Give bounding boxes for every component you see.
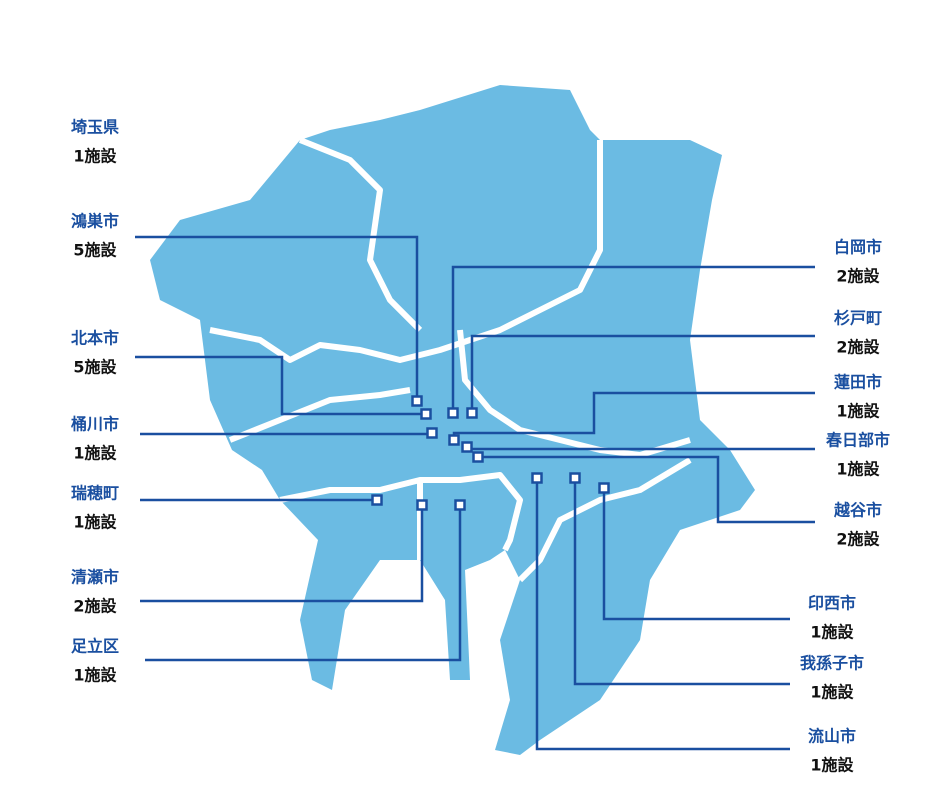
facility-count: 1施設 xyxy=(73,666,117,685)
facility-count: 5施設 xyxy=(73,358,117,377)
marker xyxy=(466,407,478,419)
facility-count: 2施設 xyxy=(836,338,880,357)
leader-line xyxy=(145,505,462,662)
location-name: 瑞穂町 xyxy=(71,484,119,503)
facility-count: 1施設 xyxy=(73,513,117,532)
leader-line xyxy=(478,455,815,524)
marker xyxy=(598,482,610,494)
marker xyxy=(472,451,484,463)
location-name: 桶川市 xyxy=(71,415,119,434)
facility-count: 1施設 xyxy=(73,147,117,166)
leader-line xyxy=(140,505,424,603)
labels: 埼玉県1施設鴻巣市5施設北本市5施設桶川市1施設瑞穂町1施設清瀬市2施設足立区1… xyxy=(71,118,890,775)
marker xyxy=(411,395,423,407)
location-name: 白岡市 xyxy=(834,238,882,257)
marker xyxy=(569,472,581,484)
marker xyxy=(420,408,432,420)
facility-count: 1施設 xyxy=(810,623,854,642)
location-name: 清瀬市 xyxy=(71,568,119,587)
location-name: 北本市 xyxy=(71,329,119,348)
facility-count: 5施設 xyxy=(73,241,117,260)
map-region xyxy=(150,85,755,755)
marker xyxy=(416,499,428,511)
facility-count: 1施設 xyxy=(836,402,880,421)
leader-line xyxy=(602,488,790,621)
facility-count: 2施設 xyxy=(836,530,880,549)
marker xyxy=(531,472,543,484)
marker xyxy=(454,499,466,511)
leader-line xyxy=(535,478,790,751)
location-name: 印西市 xyxy=(808,594,856,613)
location-name: 杉戸町 xyxy=(834,309,882,328)
location-name: 埼玉県 xyxy=(71,118,119,137)
marker xyxy=(371,494,383,506)
marker xyxy=(447,407,459,419)
marker xyxy=(448,434,460,446)
leaders xyxy=(135,235,815,751)
location-name: 蓮田市 xyxy=(834,373,882,392)
location-name: 春日部市 xyxy=(825,431,890,450)
marker xyxy=(426,427,438,439)
leader-line xyxy=(573,478,790,686)
location-name: 鴻巣市 xyxy=(71,212,119,231)
facility-count: 2施設 xyxy=(73,597,117,616)
location-name: 足立区 xyxy=(71,637,119,656)
facility-count: 1施設 xyxy=(836,460,880,479)
leader-line xyxy=(135,355,426,416)
facility-count: 2施設 xyxy=(836,267,880,286)
location-name: 流山市 xyxy=(808,727,856,746)
leader-line xyxy=(470,334,815,413)
facility-count: 1施設 xyxy=(73,444,117,463)
leader-line xyxy=(135,235,419,401)
facility-count: 1施設 xyxy=(810,683,854,702)
location-name: 越谷市 xyxy=(833,501,882,520)
facility-count: 1施設 xyxy=(810,756,854,775)
location-name: 我孫子市 xyxy=(800,654,864,673)
marker xyxy=(461,441,473,453)
leader-line xyxy=(451,265,815,413)
